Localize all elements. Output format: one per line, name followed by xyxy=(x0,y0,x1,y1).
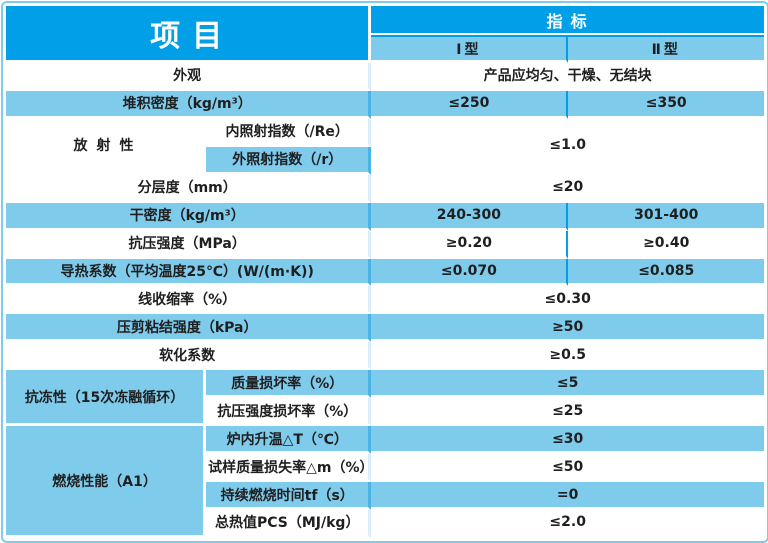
table-row: 软化系数 ≥0.5 xyxy=(6,342,764,371)
table-row: 试样质量损失率△m（%） ≤50 xyxy=(6,454,764,483)
row-shear-bond-strength-label: 压剪粘结强度（kPa） xyxy=(6,314,372,343)
row-delamination-value: ≤20 xyxy=(371,174,764,203)
table-row: 外照射指数（/r） xyxy=(6,146,764,175)
table-row: 外观 产品应均匀、干燥、无结块 xyxy=(6,62,764,91)
table-row: 堆积密度（kg/m³） ≤250 ≤350 xyxy=(6,90,764,119)
row-external-exposure-label: 外照射指数（/r） xyxy=(206,146,372,175)
row-burning-duration-label: 持续燃烧时间tf（s） xyxy=(206,482,372,510)
category-combustion: 燃烧性能（A1） xyxy=(6,426,207,538)
row-bulk-density-label: 堆积密度（kg/m³） xyxy=(6,90,372,119)
row-strength-damage-rate-label: 抗压强度损坏率（%） xyxy=(206,398,372,427)
table-header-indicator: 指标 xyxy=(371,6,764,36)
row-shear-bond-strength-value: ≥50 xyxy=(371,314,764,343)
row-mass-loss-rate-value: ≤50 xyxy=(371,454,764,483)
table-row: 分层度（mm） ≤20 xyxy=(6,174,764,203)
table-row: 抗压强度损坏率（%） ≤25 xyxy=(6,398,764,427)
row-compressive-strength-label: 抗压强度（MPa） xyxy=(6,230,372,259)
table-row: 压剪粘结强度（kPa） ≥50 xyxy=(6,314,764,343)
row-mass-damage-rate-label: 质量损坏率（%） xyxy=(206,370,372,399)
row-gross-heat-value-value: ≤2.0 xyxy=(371,509,764,538)
row-bulk-density-value-type2: ≤350 xyxy=(568,90,764,119)
category-frost-resistance: 抗冻性（15次冻融循环） xyxy=(6,370,207,427)
row-radioactivity-value: ≤1.0 xyxy=(371,118,764,175)
row-softening-coefficient-label: 软化系数 xyxy=(6,342,372,371)
table-row: 抗压强度（MPa） ≥0.20 ≥0.40 xyxy=(6,230,764,259)
row-thermal-conductivity-value-type1: ≤0.070 xyxy=(371,258,569,287)
table-row: 线收缩率（%） ≤0.30 xyxy=(6,286,764,315)
table-header-item: 项目 xyxy=(6,6,372,63)
row-dry-density-value-type2: 301-400 xyxy=(568,202,764,231)
table-row: 总热值PCS（MJ/kg） ≤2.0 xyxy=(6,509,764,538)
row-mass-loss-rate-label: 试样质量损失率△m（%） xyxy=(206,454,372,483)
row-strength-damage-rate-value: ≤25 xyxy=(371,398,764,427)
table-row: 导热系数（平均温度25℃）(W/(m·K)) ≤0.070 ≤0.085 xyxy=(6,258,764,287)
row-linear-shrinkage-label: 线收缩率（%） xyxy=(6,286,372,315)
row-gross-heat-value-label: 总热值PCS（MJ/kg） xyxy=(206,509,372,538)
row-softening-coefficient-value: ≥0.5 xyxy=(371,342,764,371)
table-row: 抗冻性（15次冻融循环） 质量损坏率（%） ≤5 xyxy=(6,370,764,427)
table-row: 燃烧性能（A1） 炉内升温△T（℃） ≤30 xyxy=(6,426,764,538)
row-delamination-label: 分层度（mm） xyxy=(6,174,372,203)
row-linear-shrinkage-value: ≤0.30 xyxy=(371,286,764,315)
row-appearance-value: 产品应均匀、干燥、无结块 xyxy=(371,62,764,91)
row-internal-exposure-label: 内照射指数（/Re） xyxy=(206,118,372,147)
row-thermal-conductivity-value-type2: ≤0.085 xyxy=(568,258,764,287)
column-header-type1: Ⅰ型 xyxy=(371,35,569,63)
table-row: 持续燃烧时间tf（s） =0 xyxy=(6,482,764,510)
row-compressive-strength-value-type1: ≥0.20 xyxy=(371,230,569,259)
row-thermal-conductivity-label: 导热系数（平均温度25℃）(W/(m·K)) xyxy=(6,258,372,287)
table-row: 放射性 内照射指数（/Re） ≤1.0 xyxy=(6,118,764,175)
column-header-type2: Ⅱ型 xyxy=(568,35,764,63)
row-furnace-temp-rise-value: ≤30 xyxy=(371,426,764,455)
category-radioactivity: 放射性 xyxy=(6,118,207,175)
row-compressive-strength-value-type2: ≥0.40 xyxy=(568,230,764,259)
row-dry-density-value-type1: 240-300 xyxy=(371,202,569,231)
table-row: 干密度（kg/m³） 240-300 301-400 xyxy=(6,202,764,231)
row-mass-damage-rate-value: ≤5 xyxy=(371,370,764,399)
row-appearance-label: 外观 xyxy=(6,62,372,91)
row-bulk-density-value-type1: ≤250 xyxy=(371,90,569,119)
row-burning-duration-value: =0 xyxy=(371,482,764,510)
row-dry-density-label: 干密度（kg/m³） xyxy=(6,202,372,231)
product-spec-table: 项目 指标 Ⅰ型 Ⅱ型 外观 产品应均匀、干燥、无结块 堆积密度（kg/m³） … xyxy=(6,6,764,538)
row-furnace-temp-rise-label: 炉内升温△T（℃） xyxy=(206,426,372,455)
